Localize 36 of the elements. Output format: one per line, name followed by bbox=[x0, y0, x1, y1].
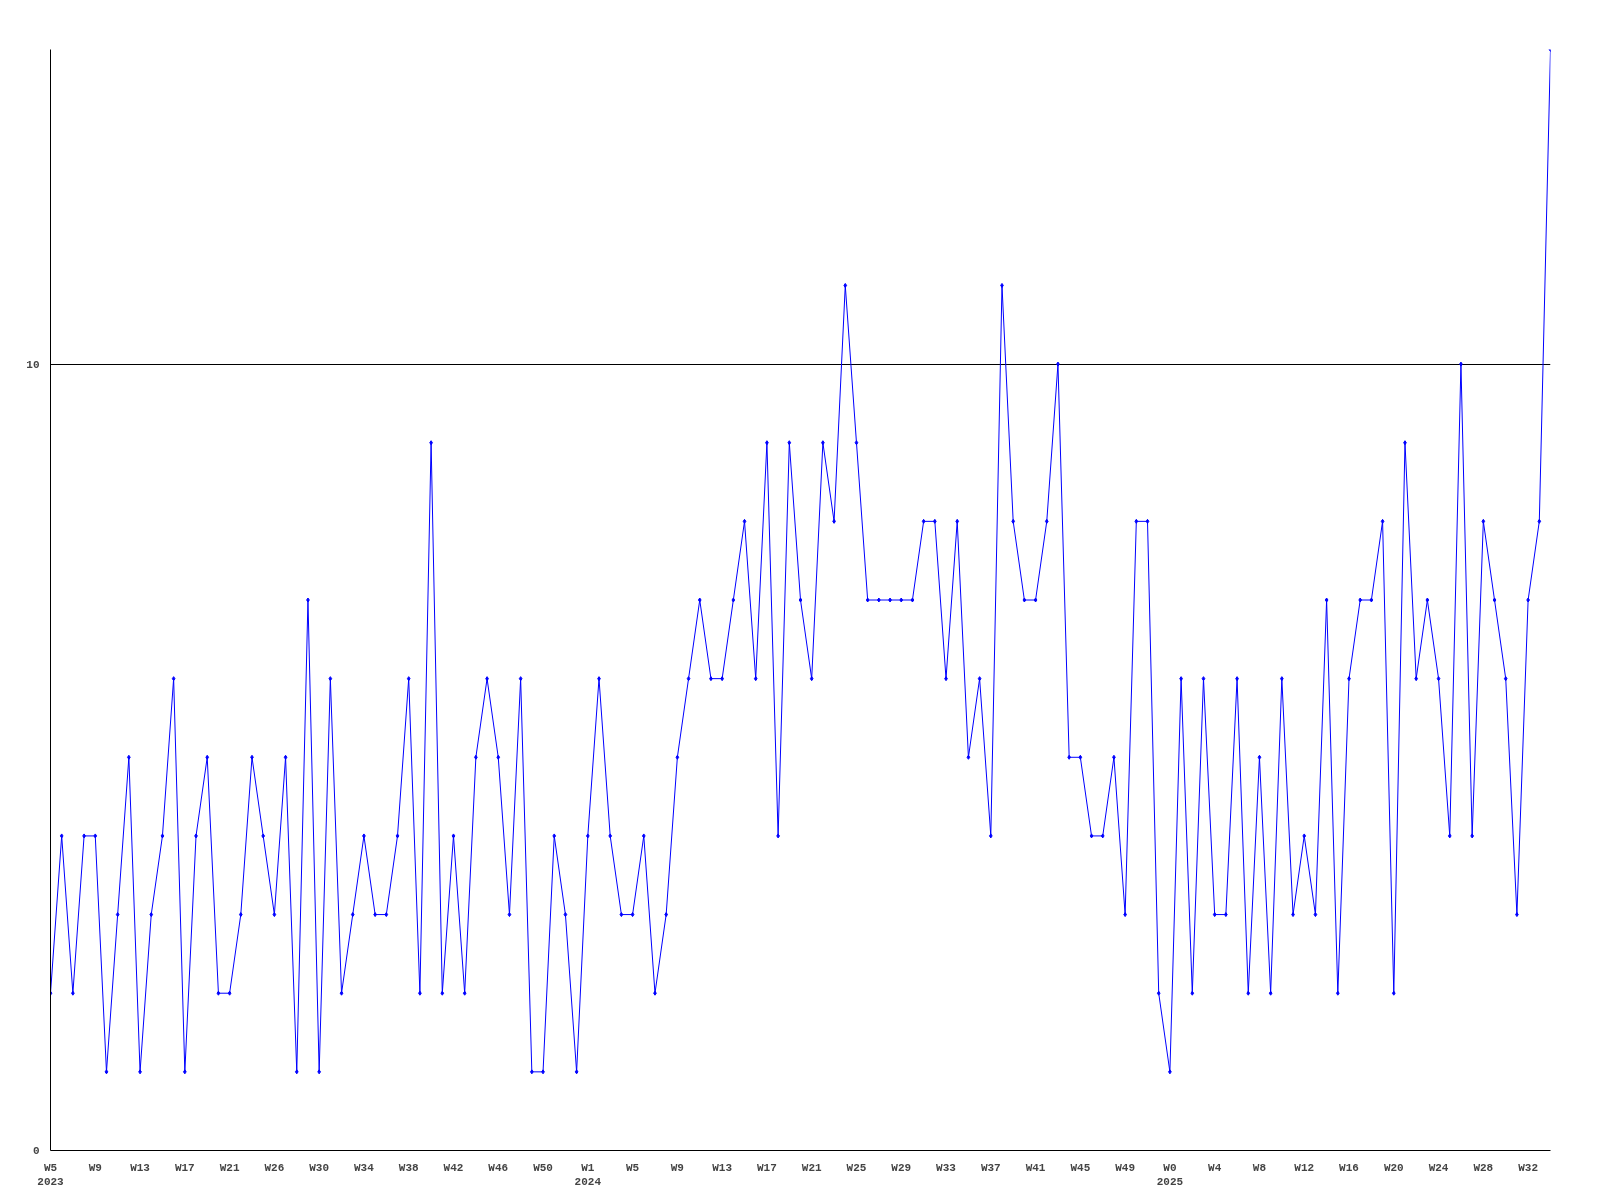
x-tick-label: W13 bbox=[130, 1161, 151, 1174]
x-tick-label: W12 bbox=[1294, 1161, 1315, 1174]
x-tick-label: W16 bbox=[1339, 1161, 1359, 1174]
x-tick-label: W21 bbox=[219, 1161, 240, 1174]
y-tick-label: 0 bbox=[32, 1145, 40, 1157]
x-tick-label: W5 bbox=[625, 1161, 640, 1174]
x-tick-label: W29 bbox=[891, 1161, 912, 1174]
x-tick-label: W25 bbox=[846, 1161, 867, 1174]
x-tick-label: W24 bbox=[1428, 1161, 1449, 1174]
x-tick-label: W42 bbox=[443, 1161, 464, 1174]
x-tick-label: W37 bbox=[980, 1161, 1001, 1174]
x-tick-label: W17 bbox=[174, 1161, 195, 1174]
x-tick-label: W50 bbox=[533, 1161, 553, 1174]
x-tick-label: W1 2024 bbox=[574, 1161, 602, 1188]
x-tick-label: W9 bbox=[88, 1161, 102, 1174]
x-tick-label: W38 bbox=[398, 1161, 420, 1174]
x-tick-label: W41 bbox=[1025, 1161, 1046, 1174]
x-tick-label: W5 2023 bbox=[37, 1161, 65, 1188]
x-tick-label: W0 2025 bbox=[1156, 1161, 1184, 1188]
x-tick-label: W34 bbox=[354, 1161, 375, 1174]
x-tick-label: W49 bbox=[1115, 1161, 1136, 1174]
x-tick-label: W20 bbox=[1383, 1161, 1404, 1174]
x-tick-label: W8 bbox=[1252, 1161, 1267, 1174]
x-tick-label: W26 bbox=[264, 1161, 285, 1174]
x-tick-label: W30 bbox=[309, 1161, 330, 1174]
x-tick-label: W21 bbox=[801, 1161, 822, 1174]
x-tick-label: W33 bbox=[936, 1161, 957, 1174]
x-tick-label: W46 bbox=[488, 1161, 509, 1174]
x-tick-label: W13 bbox=[712, 1161, 733, 1174]
x-tick-label: W17 bbox=[757, 1161, 777, 1174]
x-tick-label: W4 bbox=[1208, 1161, 1222, 1174]
x-tick-label: W32 bbox=[1518, 1161, 1539, 1174]
x-tick-label: W9 bbox=[670, 1161, 684, 1174]
x-tick-label: W45 bbox=[1070, 1161, 1091, 1174]
y-tick-label: 10 bbox=[26, 358, 40, 371]
x-tick-label: W28 bbox=[1473, 1161, 1494, 1174]
